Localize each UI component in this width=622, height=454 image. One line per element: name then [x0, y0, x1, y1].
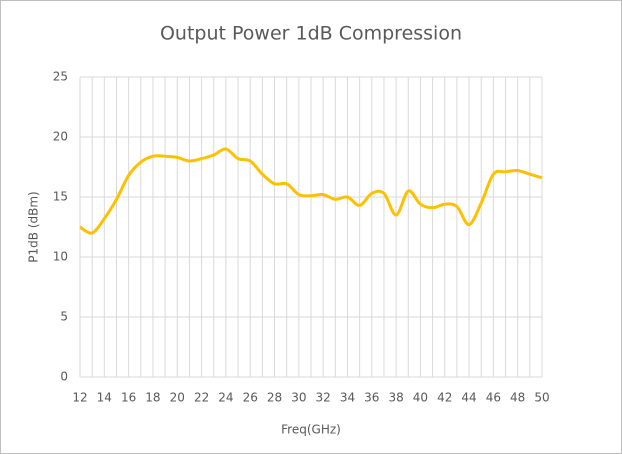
- x-tick-label: 48: [510, 391, 525, 405]
- x-tick-label: 18: [145, 391, 160, 405]
- x-tick-label: 14: [97, 391, 112, 405]
- y-tick-label: 20: [53, 130, 68, 144]
- x-tick-label: 38: [388, 391, 403, 405]
- x-tick-label: 46: [486, 391, 501, 405]
- x-tick-label: 36: [364, 391, 379, 405]
- y-tick-label: 5: [60, 310, 68, 324]
- x-tick-label: 28: [267, 391, 282, 405]
- x-tick-label: 12: [72, 391, 87, 405]
- data-line: [79, 147, 543, 235]
- y-tick-label: 0: [60, 370, 68, 384]
- x-tick-label: 50: [534, 391, 549, 405]
- y-tick-label: 15: [53, 190, 68, 204]
- chart-title: Output Power 1dB Compression: [160, 23, 462, 45]
- x-tick-label: 24: [218, 391, 233, 405]
- x-axis-label: Freq(GHz): [281, 423, 341, 437]
- y-tick-label: 25: [53, 70, 68, 84]
- x-tick-label: 26: [243, 391, 258, 405]
- x-tick-label: 32: [316, 391, 331, 405]
- x-tick-label: 44: [461, 391, 476, 405]
- x-tick-label: 30: [291, 391, 306, 405]
- x-tick-label: 34: [340, 391, 355, 405]
- x-tick-label: 16: [121, 391, 136, 405]
- x-tick-label: 20: [170, 391, 185, 405]
- x-tick-label: 22: [194, 391, 209, 405]
- y-axis-label: P1dB (dBm): [27, 191, 41, 262]
- x-tick-label: 40: [413, 391, 428, 405]
- y-tick-label: 10: [53, 250, 68, 264]
- x-tick-label: 42: [437, 391, 452, 405]
